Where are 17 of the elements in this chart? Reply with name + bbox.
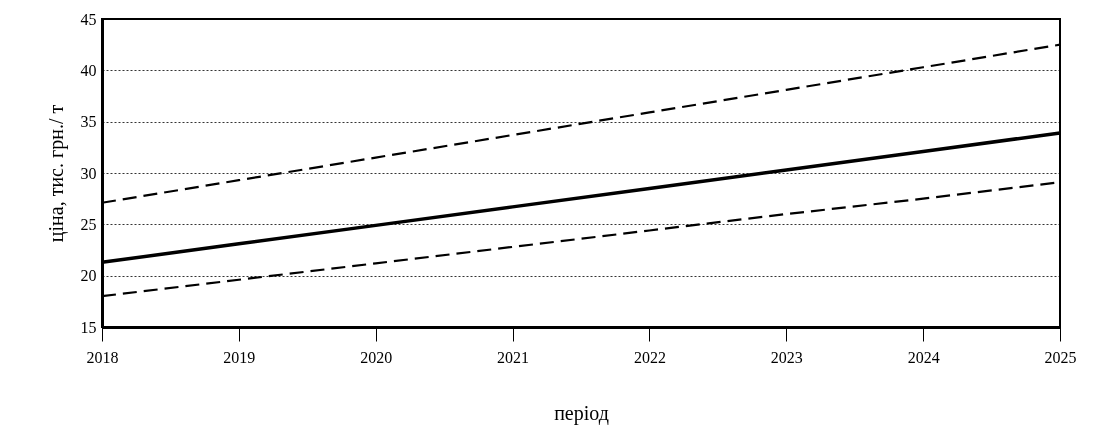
x-tick-label: 2021 <box>497 348 530 366</box>
x-tick-label: 2025 <box>1044 348 1077 366</box>
y-tick-label: 40 <box>80 61 97 79</box>
x-tick-label: 2023 <box>770 348 803 366</box>
x-axis-title: період <box>554 401 609 425</box>
y-tick-label: 15 <box>80 318 97 336</box>
x-tick-label: 2020 <box>360 348 393 366</box>
y-tick-label: 45 <box>80 10 97 28</box>
y-tick-label: 20 <box>80 267 97 285</box>
x-tick-label: 2024 <box>907 348 940 366</box>
y-tick-label: 30 <box>80 164 97 182</box>
x-tick-label: 2022 <box>633 348 666 366</box>
y-axis-title: ціна, тис. грн./ т <box>44 104 68 243</box>
x-tick-label: 2018 <box>86 348 119 366</box>
y-tick-label: 25 <box>80 215 97 233</box>
y-tick-label: 35 <box>80 113 97 131</box>
x-tick-label: 2019 <box>223 348 256 366</box>
